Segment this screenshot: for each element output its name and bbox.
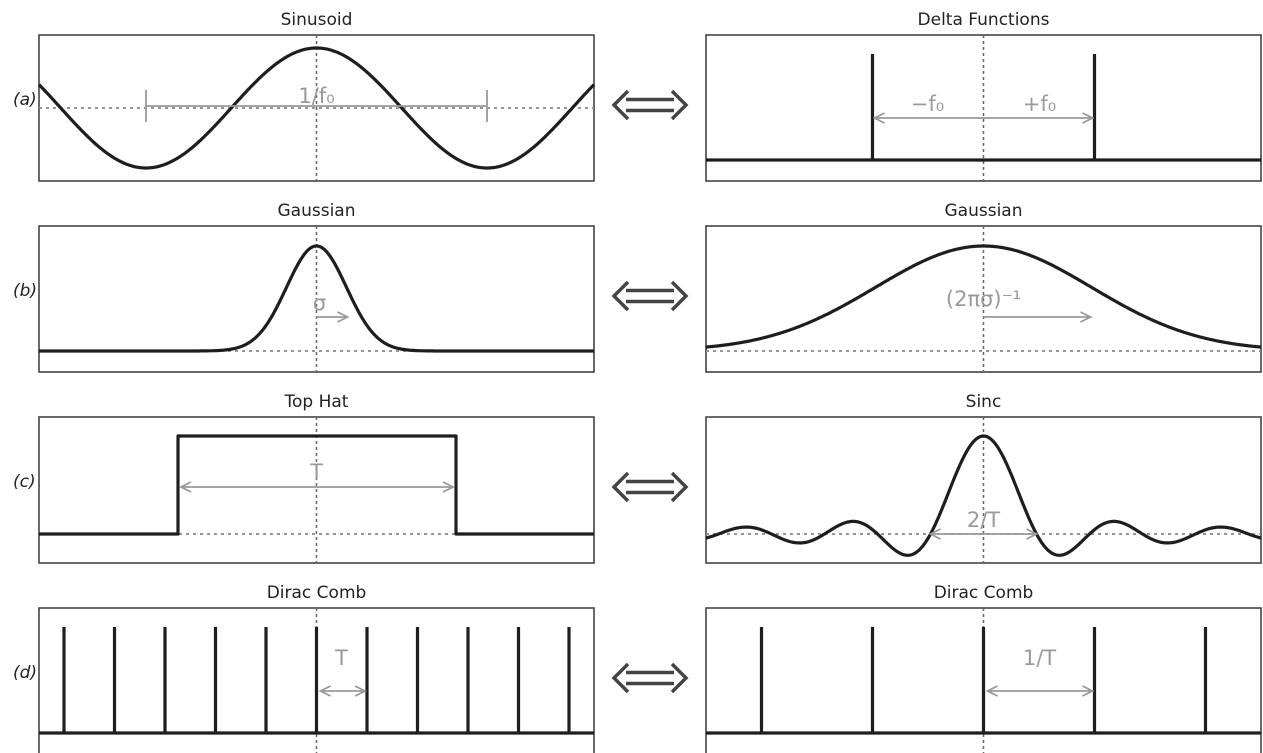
fourier-equivalence-arrow: [611, 662, 689, 694]
comb-spacing-measure: [985, 685, 1095, 697]
row-label: (b): [13, 281, 37, 301]
fourier-equivalence-arrow: [611, 89, 689, 121]
panel-left-tophat: Top Hat T: [38, 392, 595, 564]
panel-left-cosine: Sinusoid 1/f₀: [37, 10, 596, 182]
panel-right-gaussian-wide: Gaussian (2πσ)⁻¹: [705, 201, 1262, 373]
sinc-curve: [705, 434, 1262, 557]
frequency-measure: [872, 112, 1095, 124]
row-c: (c) Top Hat T Sinc 2/T: [13, 392, 1262, 564]
inverse-sigma-measure: [983, 311, 1093, 323]
panel-title: Sinusoid: [281, 10, 353, 30]
panel-title: Gaussian: [278, 201, 356, 221]
row-label: (c): [13, 472, 36, 492]
panel-left-comb-dense: Dirac Comb T: [38, 583, 595, 753]
row-label: (d): [13, 663, 37, 683]
panel-left-gaussian-narrow: Gaussian σ: [38, 201, 595, 373]
panel-right-sinc: Sinc 2/T: [705, 392, 1262, 564]
lobe-width-annotation: 2/T: [967, 508, 1000, 532]
panel-right-deltas: Delta Functions −f₀ +f₀: [705, 10, 1262, 182]
panel-title: Top Hat: [284, 392, 349, 412]
gaussian-curve: [705, 244, 1262, 349]
comb-spacing-annotation: 1/T: [1023, 646, 1056, 670]
row-d: (d) Dirac Comb T Dirac Comb 1/T: [13, 583, 1262, 753]
sigma-measure: [316, 311, 350, 323]
fourier-equivalence-arrow: [611, 280, 689, 312]
minus-f0-annotation: −f₀: [911, 92, 944, 116]
plus-f0-annotation: +f₀: [1023, 92, 1056, 116]
panel-title: Dirac Comb: [934, 583, 1034, 603]
comb-spacing-annotation: T: [334, 646, 348, 670]
panel-right-comb-sparse: Dirac Comb 1/T: [705, 583, 1262, 753]
panel-title: Dirac Comb: [267, 583, 367, 603]
gaussian-curve: [38, 244, 595, 353]
top-hat-curve: [39, 434, 594, 536]
width-measure: [178, 481, 456, 493]
row-label: (a): [13, 90, 37, 110]
panel-title: Delta Functions: [918, 10, 1050, 30]
inverse-sigma-annotation: (2πσ)⁻¹: [946, 287, 1021, 311]
fourier-equivalence-arrow: [611, 471, 689, 503]
panel-title: Sinc: [966, 392, 1002, 412]
sigma-annotation: σ: [313, 291, 326, 315]
row-b: (b) Gaussian σ Gaussian (2πσ)⁻¹: [13, 201, 1262, 373]
width-annotation: T: [309, 460, 323, 484]
comb-spacing-measure: [318, 685, 368, 697]
sinusoid-curve: [37, 46, 596, 170]
period-annotation: 1/f₀: [298, 84, 334, 108]
row-a: (a) Sinusoid 1/f₀ Delta Functions −f₀ +f₀: [13, 10, 1262, 182]
lobe-width-measure: [928, 528, 1039, 540]
panel-title: Gaussian: [945, 201, 1023, 221]
